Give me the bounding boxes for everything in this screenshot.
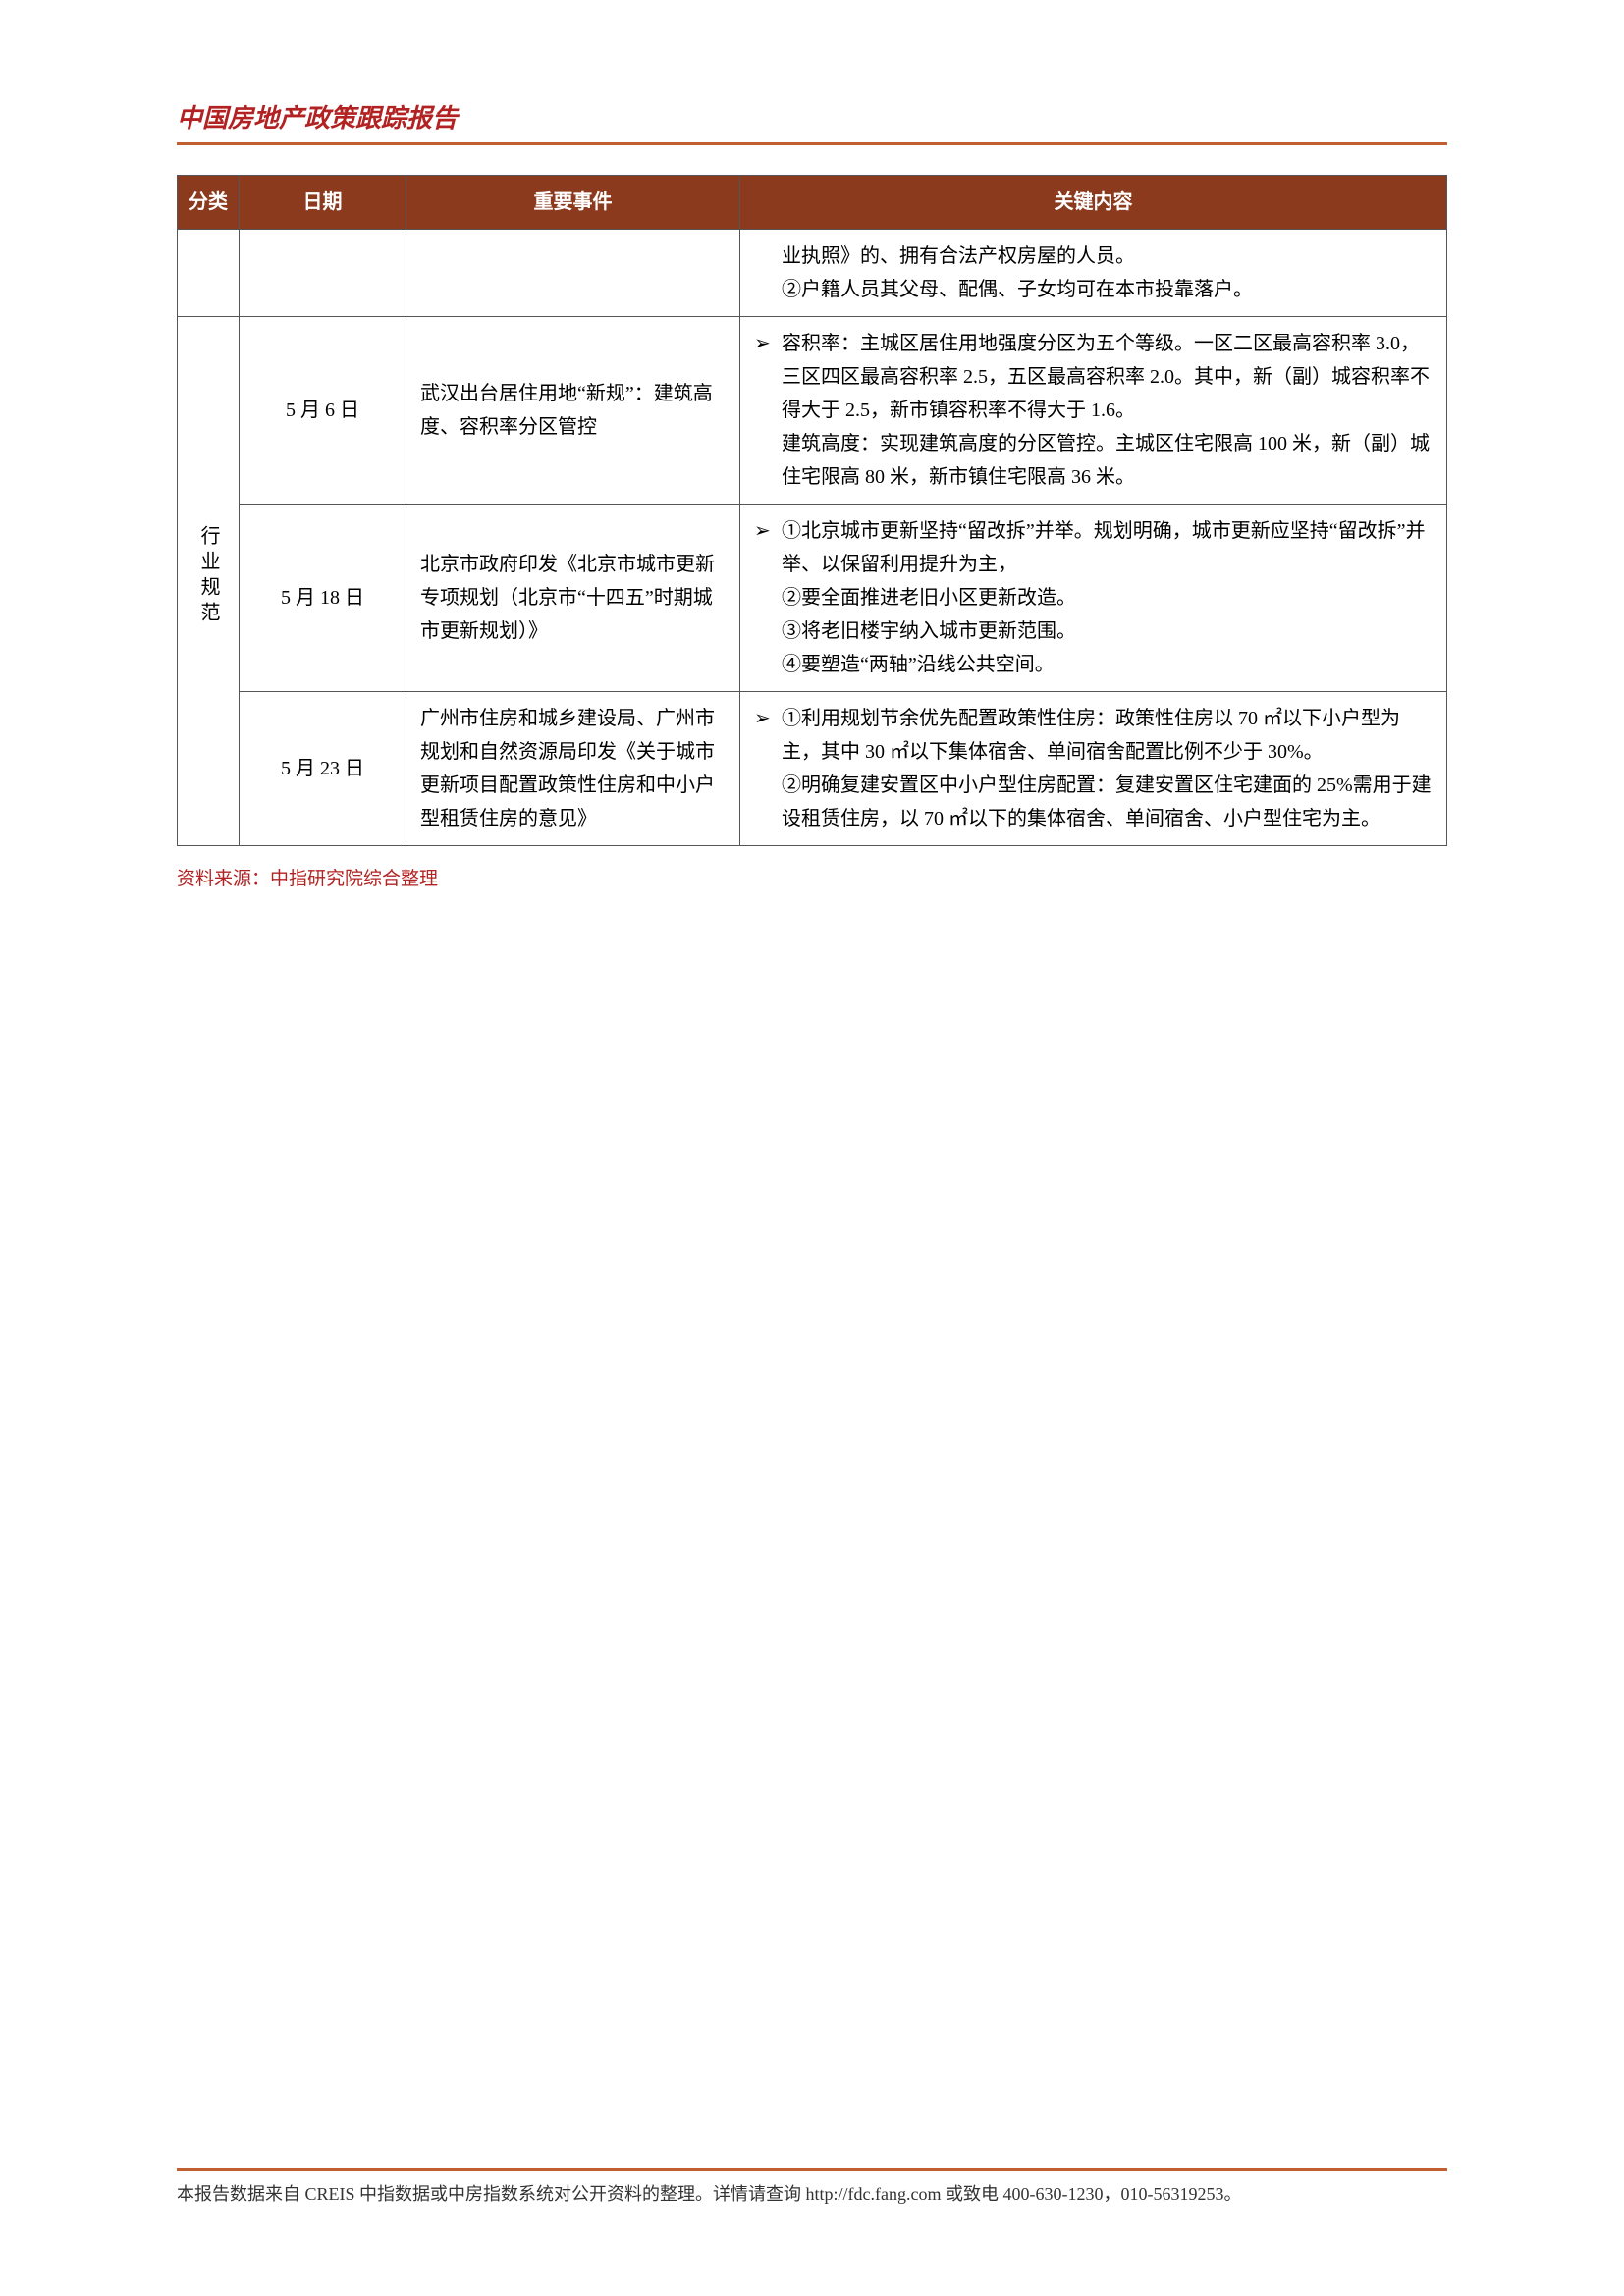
- cell-key: ➢ ①北京城市更新坚持“留改拆”并举。规划明确，城市更新应坚持“留改拆”并举、以…: [740, 505, 1447, 692]
- bullet-spacer: [754, 240, 782, 306]
- cell-date: 5 月 23 日: [240, 692, 406, 846]
- cell-date-empty: [240, 230, 406, 317]
- page-footer: 本报告数据来自 CREIS 中指数据或中房指数系统对公开资料的整理。详情请查询 …: [177, 2168, 1447, 2208]
- table-row: 行业规范 5 月 6 日 武汉出台居住用地“新规”：建筑高度、容积率分区管控 ➢…: [178, 317, 1447, 505]
- col-header-event: 重要事件: [406, 176, 740, 230]
- arrow-icon: ➢: [754, 327, 782, 494]
- key-content-top: 业执照》的、拥有合法产权房屋的人员。 ②户籍人员其父母、配偶、子女均可在本市投靠…: [782, 240, 1433, 306]
- col-header-date: 日期: [240, 176, 406, 230]
- table-row: 业执照》的、拥有合法产权房屋的人员。 ②户籍人员其父母、配偶、子女均可在本市投靠…: [178, 230, 1447, 317]
- category-label: 行业规范: [191, 525, 225, 627]
- page-title: 中国房地产政策跟踪报告: [177, 98, 1447, 145]
- cell-key: ➢ ①利用规划节余优先配置政策性住房：政策性住房以 70 ㎡以下小户型为主，其中…: [740, 692, 1447, 846]
- policy-table: 分类 日期 重要事件 关键内容 业执照》的、拥有合法产权房屋的人员。 ②户籍人员…: [177, 175, 1447, 846]
- cell-date: 5 月 6 日: [240, 317, 406, 505]
- cell-key: ➢ 容积率：主城区居住用地强度分区为五个等级。一区二区最高容积率 3.0，三区四…: [740, 317, 1447, 505]
- col-header-category: 分类: [178, 176, 240, 230]
- cell-category-empty: [178, 230, 240, 317]
- cell-category: 行业规范: [178, 317, 240, 846]
- table-row: 5 月 23 日 广州市住房和城乡建设局、广州市规划和自然资源局印发《关于城市更…: [178, 692, 1447, 846]
- cell-event: 武汉出台居住用地“新规”：建筑高度、容积率分区管控: [406, 317, 740, 505]
- col-header-key: 关键内容: [740, 176, 1447, 230]
- cell-event-empty: [406, 230, 740, 317]
- cell-event: 北京市政府印发《北京市城市更新专项规划（北京市“十四五”时期城市更新规划）》: [406, 505, 740, 692]
- table-row: 5 月 18 日 北京市政府印发《北京市城市更新专项规划（北京市“十四五”时期城…: [178, 505, 1447, 692]
- key-content: ①利用规划节余优先配置政策性住房：政策性住房以 70 ㎡以下小户型为主，其中 3…: [782, 702, 1433, 835]
- key-content: ①北京城市更新坚持“留改拆”并举。规划明确，城市更新应坚持“留改拆”并举、以保留…: [782, 514, 1433, 681]
- cell-date: 5 月 18 日: [240, 505, 406, 692]
- arrow-icon: ➢: [754, 514, 782, 681]
- cell-event: 广州市住房和城乡建设局、广州市规划和自然资源局印发《关于城市更新项目配置政策性住…: [406, 692, 740, 846]
- cell-key-continuation: 业执照》的、拥有合法产权房屋的人员。 ②户籍人员其父母、配偶、子女均可在本市投靠…: [740, 230, 1447, 317]
- source-note: 资料来源：中指研究院综合整理: [177, 864, 1447, 890]
- arrow-icon: ➢: [754, 702, 782, 835]
- table-header-row: 分类 日期 重要事件 关键内容: [178, 176, 1447, 230]
- key-content: 容积率：主城区居住用地强度分区为五个等级。一区二区最高容积率 3.0，三区四区最…: [782, 327, 1433, 494]
